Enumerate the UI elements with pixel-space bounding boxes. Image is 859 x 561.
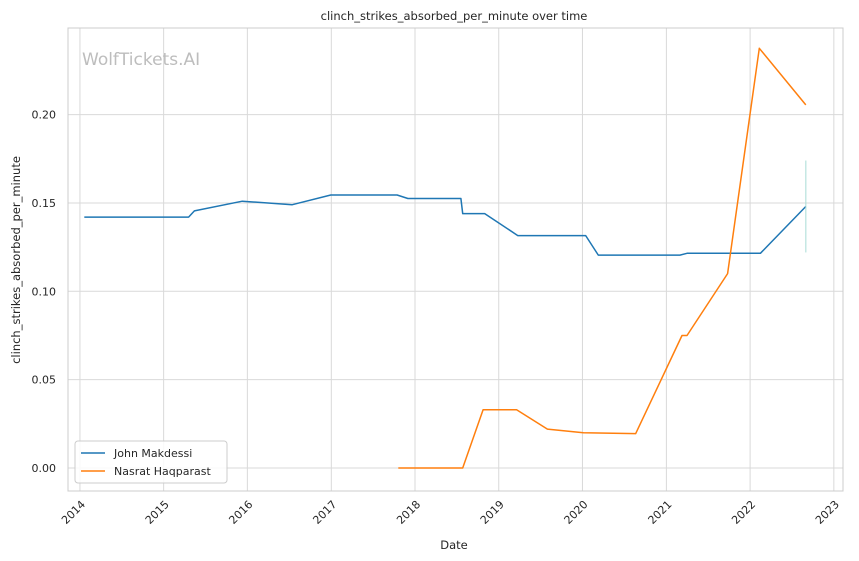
legend: John Makdessi Nasrat Haqparast — [74, 440, 228, 484]
y-tick-label: 0.15 — [32, 197, 57, 210]
watermark-text: WolfTickets.AI — [82, 50, 200, 70]
y-tick-label: 0.20 — [32, 109, 57, 122]
legend-box — [74, 440, 228, 484]
y-tick-label: 0.10 — [32, 285, 57, 298]
y-axis-label: clinch_strikes_absorbed_per_minute — [9, 156, 23, 364]
series-line-2 — [398, 47, 807, 469]
legend-label: Nasrat Haqparast — [114, 465, 211, 478]
legend-label: John Makdessi — [113, 447, 192, 460]
plot-frame — [67, 27, 844, 492]
y-tick-label: 0.05 — [32, 374, 57, 387]
series-line-1 — [84, 194, 807, 256]
y-tick-label: 0.00 — [32, 462, 57, 475]
x-axis-label: Date — [440, 538, 468, 552]
chart-title: clinch_strikes_absorbed_per_minute over … — [321, 9, 588, 23]
series-layer — [84, 47, 807, 469]
tick-labels: 2014 2015 2016 2017 2018 2019 2020 2021 2022 2023… — [32, 109, 842, 527]
